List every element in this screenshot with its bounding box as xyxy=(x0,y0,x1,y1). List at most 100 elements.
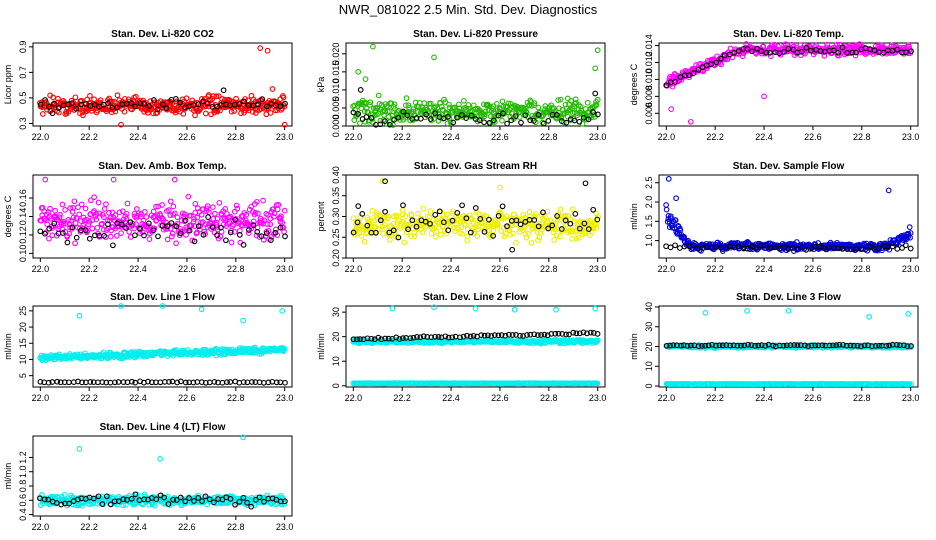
x-tick-label: 22.4 xyxy=(755,132,773,142)
series-primary xyxy=(37,45,288,128)
data-point xyxy=(767,53,774,59)
data-point xyxy=(590,330,597,336)
data-point xyxy=(211,379,218,385)
data-point xyxy=(141,209,148,215)
data-point xyxy=(535,237,541,244)
y-tick-label: 0.14 xyxy=(18,208,28,226)
data-point xyxy=(758,342,765,348)
data-point xyxy=(531,118,537,124)
data-point xyxy=(204,203,211,209)
data-point xyxy=(123,210,130,217)
data-point xyxy=(145,378,151,385)
x-tick-label: 22.2 xyxy=(393,264,411,274)
data-point xyxy=(544,218,551,225)
data-point xyxy=(475,223,482,230)
data-point xyxy=(50,223,57,229)
data-point xyxy=(457,334,463,341)
data-point xyxy=(713,244,719,250)
data-point xyxy=(250,218,257,225)
data-point xyxy=(590,105,596,111)
data-point xyxy=(551,237,557,243)
data-point xyxy=(540,120,547,127)
y-tick-label: 0.000 xyxy=(331,115,341,138)
data-point xyxy=(488,333,495,339)
data-point xyxy=(177,99,183,106)
data-point xyxy=(354,219,361,226)
y-tick-label: 0.3 xyxy=(18,117,28,130)
data-point xyxy=(149,379,155,386)
data-point xyxy=(202,110,209,117)
plot-frame xyxy=(658,42,919,127)
data-point xyxy=(429,225,436,232)
data-point xyxy=(270,214,277,220)
data-point xyxy=(559,331,566,337)
data-point xyxy=(455,213,462,219)
data-point xyxy=(42,215,48,222)
series-secondary xyxy=(663,242,914,253)
plot-title: Stan. Dev. Li-820 Temp. xyxy=(733,29,844,40)
data-point xyxy=(670,342,677,348)
data-point xyxy=(42,230,48,237)
data-point-outlier xyxy=(511,306,518,313)
data-point xyxy=(277,224,284,231)
data-point xyxy=(727,342,734,349)
data-point xyxy=(582,230,588,237)
y-tick-label: 0 xyxy=(331,383,341,388)
data-point xyxy=(240,379,247,385)
data-point xyxy=(240,242,247,248)
data-point-outlier xyxy=(594,47,601,54)
series-floor xyxy=(663,380,914,388)
x-tick-label: 22.2 xyxy=(80,522,98,532)
data-point xyxy=(522,231,529,237)
data-point xyxy=(273,379,280,386)
data-point xyxy=(511,211,517,218)
series-primary xyxy=(663,176,914,254)
series-secondary xyxy=(350,178,601,253)
data-point xyxy=(718,61,724,68)
data-point-outlier xyxy=(379,178,386,185)
series-primary xyxy=(663,41,914,125)
data-point xyxy=(417,334,424,341)
data-point xyxy=(150,227,157,234)
data-point xyxy=(71,198,78,205)
data-point xyxy=(713,342,719,349)
data-point xyxy=(191,238,198,245)
data-point xyxy=(119,221,125,228)
data-point xyxy=(159,202,165,208)
data-point xyxy=(245,230,252,236)
data-point xyxy=(114,92,121,99)
data-point xyxy=(84,227,91,234)
data-point xyxy=(282,233,288,240)
data-point-outlier xyxy=(269,86,276,92)
data-point xyxy=(191,216,197,222)
data-point xyxy=(46,104,52,110)
data-point xyxy=(96,210,103,217)
y-tick-label: 1.5 xyxy=(644,215,654,228)
data-point xyxy=(226,214,233,221)
x-tick-label: 23.0 xyxy=(589,393,607,403)
data-point xyxy=(37,228,44,235)
data-point xyxy=(116,209,123,216)
data-point xyxy=(395,234,402,241)
data-point xyxy=(460,333,467,340)
data-point xyxy=(78,201,85,208)
data-point xyxy=(103,108,110,115)
data-point xyxy=(173,240,179,247)
data-point-outlier xyxy=(472,305,479,312)
x-tick-label: 22.0 xyxy=(32,132,50,142)
y-tick-label: 40 xyxy=(644,302,654,312)
data-point xyxy=(770,342,776,349)
data-point xyxy=(136,225,143,232)
data-point-outlier xyxy=(362,76,369,82)
data-point xyxy=(517,332,523,339)
data-point xyxy=(593,220,600,227)
data-point xyxy=(400,108,407,115)
data-point xyxy=(805,343,811,349)
series-secondary xyxy=(350,87,601,128)
data-point xyxy=(440,219,447,226)
data-point xyxy=(677,74,684,80)
data-point-outlier xyxy=(110,176,117,183)
data-point-outlier xyxy=(198,306,205,313)
